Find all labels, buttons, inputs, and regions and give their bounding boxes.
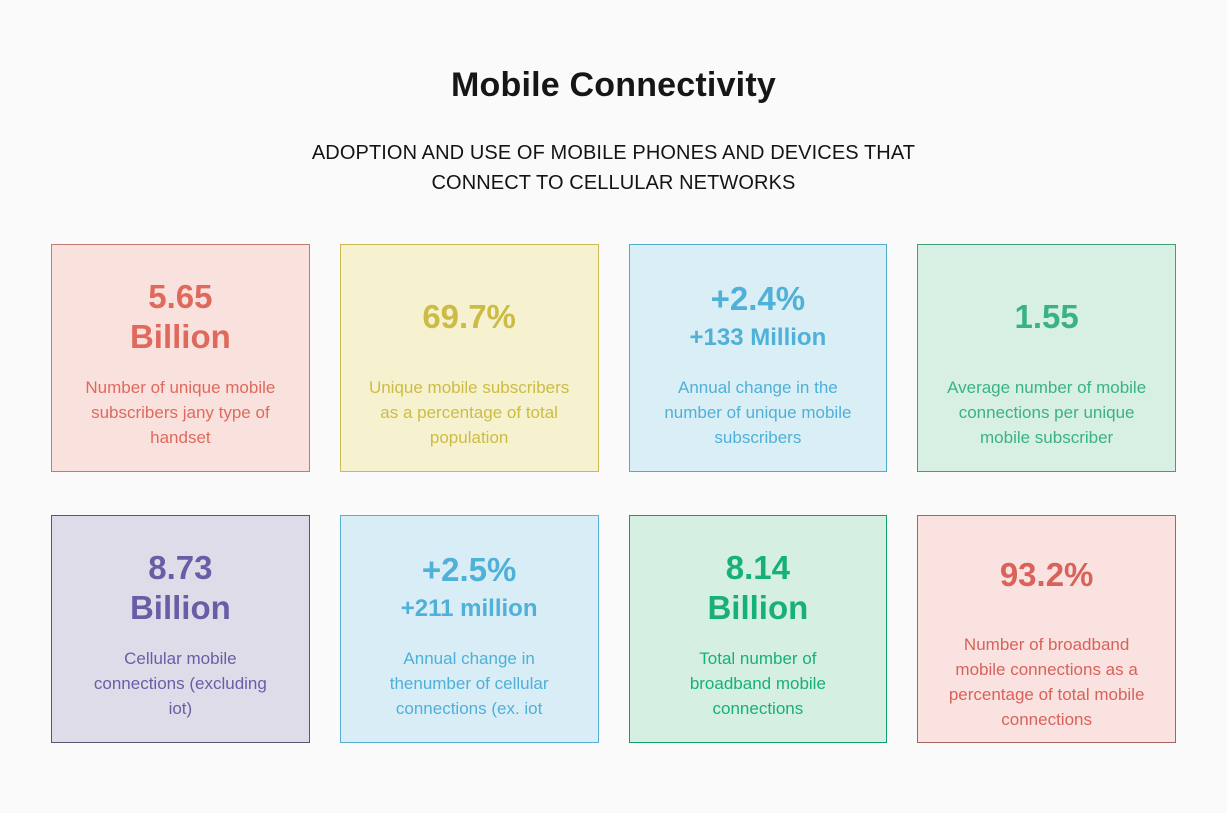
stat-value-line: +2.4% — [710, 280, 806, 317]
stat-description: Annual change in thenumber of cellular c… — [389, 648, 549, 718]
stat-value-line: Billion — [707, 588, 809, 626]
stat-card-connections-per-subscriber: 1.55 Average number of mobile connection… — [917, 244, 1176, 472]
stat-value: +2.5% +211 million — [401, 538, 538, 638]
stat-description: Average number of mobile connections per… — [947, 377, 1147, 447]
stat-value-line: 69.7% — [422, 297, 516, 335]
page-subtitle-line-1: ADOPTION AND USE OF MOBILE PHONES AND DE… — [311, 142, 916, 164]
stat-value-line: +2.5% — [421, 551, 517, 588]
stat-value: 93.2% — [1000, 526, 1094, 624]
stat-card-subscriber-penetration: 69.7% Unique mobile subscribers as a per… — [339, 244, 599, 472]
stat-description: Total number of broadband mobile connect… — [689, 648, 826, 718]
stat-value-line: Billion — [129, 588, 231, 626]
stat-value-line: 1.55 — [1014, 297, 1079, 335]
infographic-header: Mobile Connectivity ADOPTION AND USE OF … — [0, 0, 1227, 198]
stat-description: Annual change in the number of unique mo… — [664, 377, 852, 447]
stat-subvalue: +133 Million — [689, 324, 827, 351]
stat-value-line: 8.73 — [148, 548, 213, 586]
stat-value: 5.65 Billion — [130, 267, 231, 367]
page-title: Mobile Connectivity — [451, 66, 776, 104]
stat-value: 69.7% — [422, 267, 516, 367]
stat-card-subscriber-annual-change: +2.4% +133 Million Annual change in the … — [628, 244, 888, 472]
stat-card-connections-annual-change: +2.5% +211 million Annual change in then… — [339, 515, 599, 743]
stat-value-line: 93.2% — [999, 556, 1094, 593]
stat-card-broadband-percentage: 93.2% Number of broadband mobile connect… — [917, 515, 1176, 743]
stat-value-line: Billion — [129, 317, 231, 355]
stat-value-line: 5.65 — [148, 277, 213, 315]
stat-value-line: 8.14 — [725, 548, 790, 586]
stat-value: 8.73 Billion — [130, 538, 231, 638]
stat-card-broadband-connections: 8.14 Billion Total number of broadband m… — [628, 515, 888, 743]
stat-card-unique-mobile-subscribers: 5.65 Billion Number of unique mobile sub… — [51, 244, 310, 472]
stat-value: +2.4% +133 Million — [690, 267, 827, 367]
stat-subvalue: +211 million — [400, 595, 538, 622]
stat-value: 8.14 Billion — [707, 538, 808, 638]
stat-card-grid: 5.65 Billion Number of unique mobile sub… — [51, 244, 1176, 743]
stat-description: Number of broadband mobile connections a… — [948, 635, 1145, 729]
page-subtitle: ADOPTION AND USE OF MOBILE PHONES AND DE… — [0, 138, 1227, 198]
stat-description: Number of unique mobile subscribers jany… — [85, 377, 276, 447]
page-subtitle-line-2: CONNECT TO CELLULAR NETWORKS — [431, 172, 796, 194]
stat-description: Cellular mobile connections (excluding i… — [93, 648, 267, 718]
stat-card-cellular-connections: 8.73 Billion Cellular mobile connections… — [51, 515, 310, 743]
stat-description: Unique mobile subscribers as a percentag… — [368, 377, 570, 447]
stat-value: 1.55 — [1015, 267, 1079, 367]
